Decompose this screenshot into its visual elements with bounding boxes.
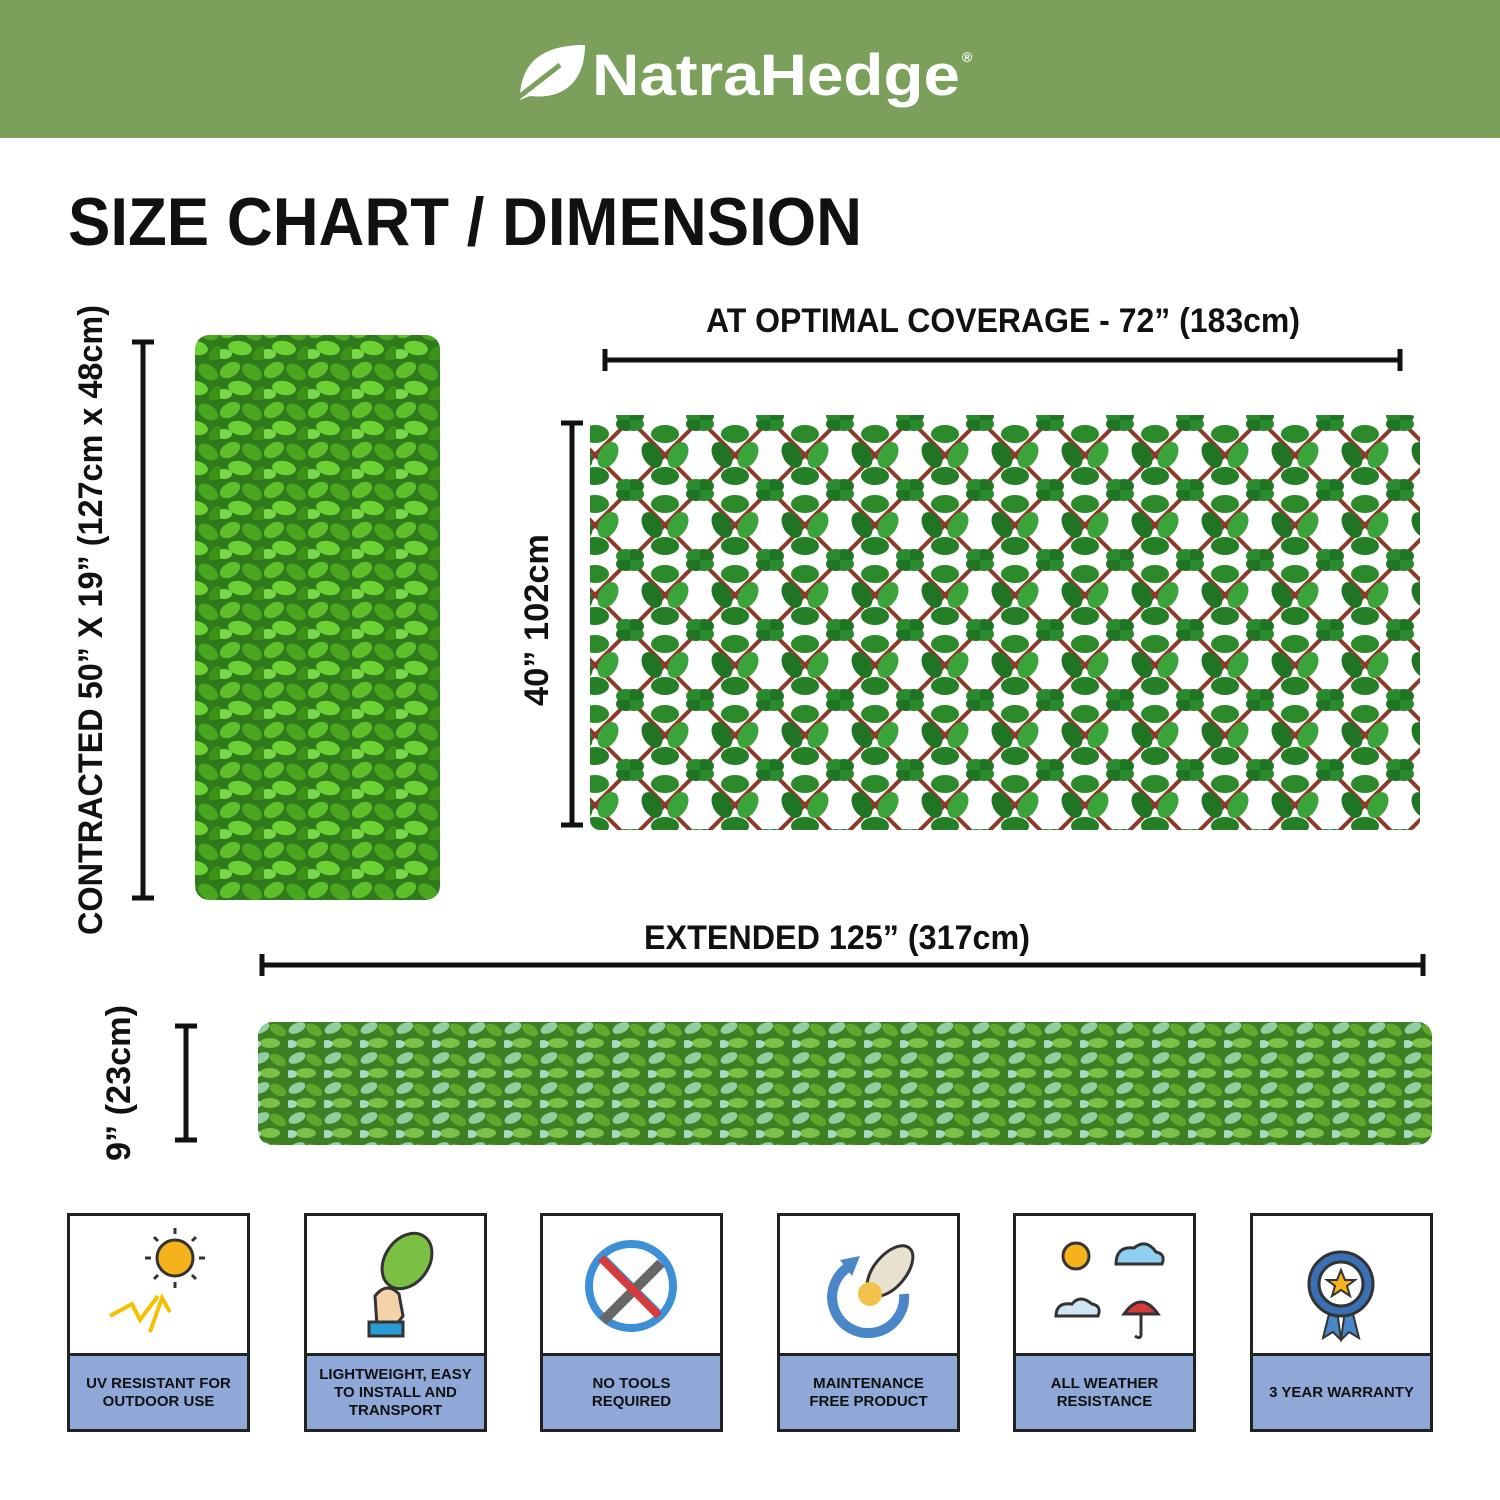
icon-no-tools bbox=[585, 1240, 677, 1332]
extended-width-label: EXTENDED 125” (317cm) bbox=[644, 919, 1030, 957]
feature-card: MAINTENANCE FREE PRODUCT bbox=[777, 1213, 960, 1432]
feature-label: MAINTENANCE FREE PRODUCT bbox=[780, 1353, 957, 1429]
feature-label: UV RESISTANT FOR OUTDOOR USE bbox=[70, 1353, 247, 1429]
hedge-extended bbox=[258, 1022, 1432, 1145]
feature-card: UV RESISTANT FOR OUTDOOR USE bbox=[67, 1213, 250, 1432]
logo-vein bbox=[513, 63, 562, 102]
feature-card: LIGHTWEIGHT, EASY TO INSTALL AND TRANSPO… bbox=[304, 1213, 487, 1432]
header-bar bbox=[0, 0, 1500, 138]
brand-mark: ® bbox=[962, 49, 973, 65]
icon-lightweight bbox=[367, 1231, 434, 1338]
icon-uv bbox=[109, 1228, 205, 1333]
feature-card: ALL WEATHER RESISTANCE bbox=[1013, 1213, 1196, 1432]
contracted-label: CONTRACTED 50” X 19” (127cm x 48cm) bbox=[72, 305, 110, 935]
feature-label: 3 YEAR WARRANTY bbox=[1253, 1353, 1430, 1429]
feature-card: 3 YEAR WARRANTY bbox=[1250, 1213, 1433, 1432]
optimal-width-label: AT OPTIMAL COVERAGE - 72” (183cm) bbox=[706, 302, 1300, 340]
optimal-height-label: 40” 102cm bbox=[518, 534, 556, 706]
brand: NatraHedge bbox=[592, 43, 960, 108]
hedge-contracted bbox=[195, 335, 440, 900]
feature-card: NO TOOLS REQUIRED bbox=[540, 1213, 723, 1432]
feature-label: ALL WEATHER RESISTANCE bbox=[1016, 1353, 1193, 1429]
dimension-bars bbox=[132, 339, 1426, 1143]
icon-warranty bbox=[1307, 1250, 1375, 1343]
extended-height-label: 9” (23cm) bbox=[100, 1005, 138, 1161]
feature-label: NO TOOLS REQUIRED bbox=[543, 1353, 720, 1429]
icon-maintenance bbox=[827, 1244, 915, 1339]
page-title: SIZE CHART / DIMENSION bbox=[68, 184, 862, 260]
feature-label: LIGHTWEIGHT, EASY TO INSTALL AND TRANSPO… bbox=[307, 1353, 484, 1429]
hedge-optimal bbox=[590, 415, 1420, 830]
icon-weather bbox=[1054, 1241, 1165, 1340]
